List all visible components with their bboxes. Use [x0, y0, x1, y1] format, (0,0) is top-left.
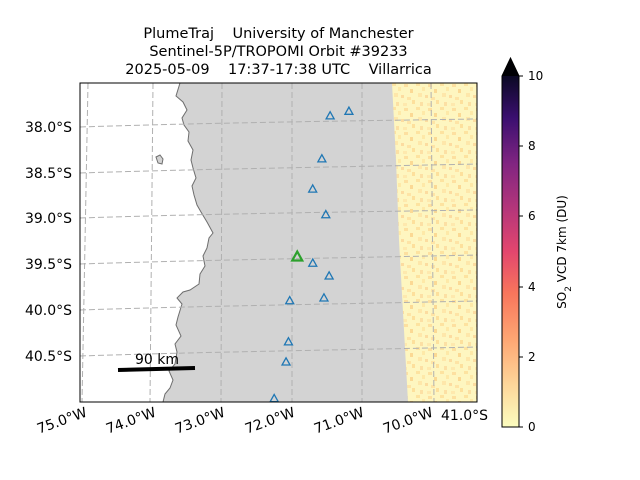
- lat-label: 39.0°S: [25, 211, 72, 227]
- volcano-marker: [318, 292, 330, 302]
- colorbar-extend-arrow: [502, 58, 519, 76]
- scale-bar-label: 90 km: [135, 352, 179, 368]
- volcano-marker: [343, 105, 355, 115]
- lat-label: 40.0°S: [25, 303, 72, 319]
- lon-label: 73.0°W: [173, 405, 227, 438]
- lon-label: 75.0°W: [35, 405, 89, 438]
- lon-label: 71.0°W: [312, 405, 366, 438]
- volcano-marker: [324, 270, 335, 280]
- map-frame: [79, 82, 478, 403]
- lon-label: 72.0°W: [243, 405, 297, 438]
- colorbar-tick-label: 10: [528, 69, 543, 83]
- graticule: [80, 83, 477, 402]
- volcano-marker: [320, 209, 331, 219]
- lat-label: 39.5°S: [25, 257, 72, 273]
- colorbar-title: SO2 VCD 7km (DU): [555, 195, 574, 309]
- volcano-marker: [307, 183, 318, 193]
- lat-label: 40.5°S: [25, 349, 72, 365]
- volcano-marker: [325, 110, 336, 120]
- volcano-marker: [284, 295, 295, 305]
- lat-label: 38.5°S: [25, 166, 72, 182]
- scale-bar: [117, 366, 196, 372]
- colorbar-tick-label: 6: [528, 209, 536, 223]
- colorbar-tick-label: 2: [528, 350, 536, 364]
- volcano-marker: [316, 153, 327, 163]
- volcano-marker: [283, 336, 294, 346]
- colorbar-ticks: [519, 75, 523, 428]
- so2-swath: [392, 83, 477, 402]
- colorbar-tick-label: 8: [528, 139, 536, 153]
- colorbar-tick-label: 0: [528, 420, 536, 434]
- colorbar-frame: [501, 56, 520, 428]
- target-volcano-marker: [290, 249, 305, 262]
- corner-lat-label: 41.0°S: [441, 408, 488, 424]
- volcano-marker: [307, 257, 318, 267]
- title-line-1: PlumeTraj University of Manchester: [143, 26, 414, 42]
- colorbar-gradient: [502, 76, 519, 427]
- lon-label: 70.0°W: [381, 405, 435, 438]
- lon-label: 74.0°W: [104, 405, 158, 438]
- coastline: [162, 83, 214, 402]
- volcano-marker: [280, 356, 292, 366]
- colorbar-tick-label: 4: [528, 280, 536, 294]
- title-line-3: 2025-05-09 17:37-17:38 UTC Villarrica: [125, 62, 432, 78]
- island: [155, 154, 164, 165]
- lat-label: 38.0°S: [25, 120, 72, 136]
- title-line-2: Sentinel-5P/TROPOMI Orbit #39233: [149, 44, 408, 60]
